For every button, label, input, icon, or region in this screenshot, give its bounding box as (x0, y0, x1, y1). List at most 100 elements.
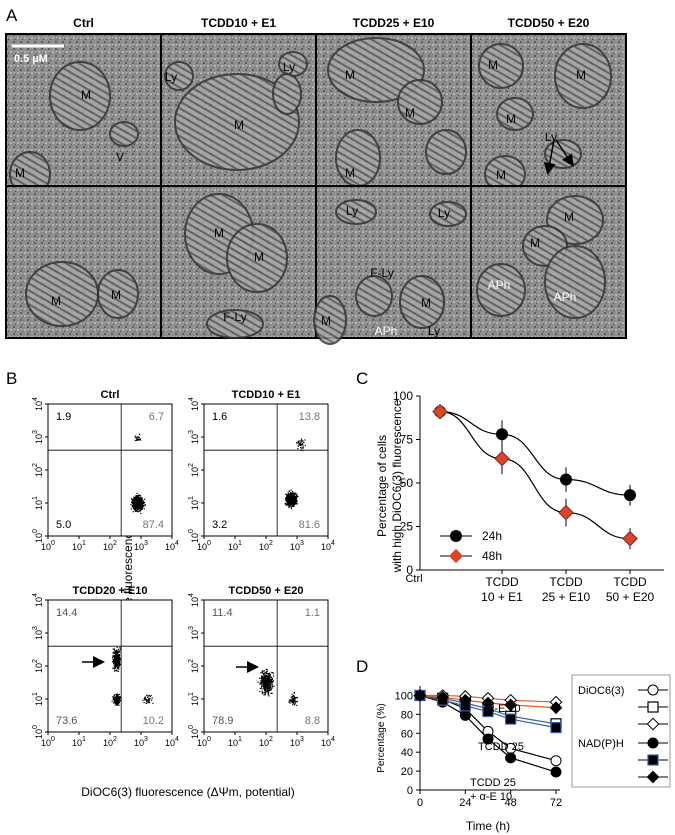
event-dot (116, 665, 118, 667)
tick-exponent: 1 (32, 692, 39, 696)
event-dot (133, 505, 135, 507)
event-dot (290, 500, 292, 502)
scale-bar: 0.5 µM (12, 44, 64, 65)
event-dot (115, 658, 117, 660)
tick-exponent: 0 (188, 529, 195, 533)
quadrant-percentage: 11.4 (212, 607, 233, 619)
event-dot (135, 437, 137, 439)
flow-x-axis-label: DiOC6(3) fluorescence (ΔΨm, potential) (81, 785, 294, 799)
event-dot (115, 666, 117, 668)
event-dot (286, 495, 288, 497)
organelle-label: F-Ly (223, 310, 247, 324)
event-dot (292, 697, 294, 699)
event-dot (139, 494, 141, 496)
event-dot (132, 506, 134, 508)
event-dot (262, 688, 264, 690)
event-dot (142, 699, 144, 701)
event-dot (149, 696, 151, 698)
event-dot (114, 699, 116, 701)
x-tick-label: 101 (72, 736, 86, 748)
x-tick-label: 103 (290, 540, 304, 552)
event-dot (140, 498, 142, 500)
event-dot (293, 492, 295, 494)
organelle-label: M (405, 106, 415, 120)
event-dot (289, 503, 291, 505)
legend: DiOC6(3) NAD(P)H (571, 674, 671, 788)
y-tick-label: 100 (188, 725, 200, 739)
event-dot (267, 689, 269, 691)
event-dot (139, 433, 141, 436)
data-point (550, 755, 562, 767)
y-tick-label: 102 (32, 659, 44, 673)
organelle-label: Ly (346, 204, 358, 218)
tick-exponent: 4 (175, 540, 179, 547)
event-dot (112, 696, 114, 698)
event-dot (265, 685, 267, 687)
event-dot (269, 686, 272, 688)
panel-letter-a: A (6, 6, 18, 25)
event-dot (263, 687, 265, 689)
event-dot (148, 700, 150, 702)
event-dot (113, 660, 115, 662)
column-header: TCDD50 + E20 (508, 16, 590, 30)
organelle-shape (335, 129, 381, 187)
event-dot (117, 657, 119, 659)
data-point (550, 766, 562, 778)
event-dot (135, 499, 137, 501)
event-dot (140, 508, 142, 510)
event-dot (296, 442, 298, 444)
event-dot (261, 686, 263, 688)
event-dot (114, 702, 116, 704)
event-dot (262, 681, 264, 683)
event-dot (113, 661, 115, 663)
event-dot (294, 493, 296, 495)
event-dot (117, 701, 119, 703)
tick-base: 10 (321, 738, 331, 748)
quadrant-percentage: 14.4 (56, 607, 77, 619)
event-dot (286, 498, 288, 500)
tick-exponent: 0 (207, 736, 211, 743)
organelle-shape (425, 129, 467, 175)
event-dot (260, 682, 262, 684)
event-dot (118, 651, 120, 653)
event-dot (267, 678, 269, 680)
event-dot (113, 665, 115, 667)
x-tick-label: 101 (228, 540, 242, 552)
event-dot (293, 504, 295, 506)
event-dot (264, 688, 266, 690)
data-point (481, 696, 495, 710)
column-header: TCDD10 + E1 (201, 16, 276, 30)
event-dot (287, 496, 289, 498)
event-dot (114, 662, 116, 664)
event-dot (300, 442, 302, 444)
tick-exponent: 4 (331, 736, 335, 743)
event-dot (116, 669, 118, 671)
em-micrograph: M M APh APh (470, 185, 627, 339)
event-dot (144, 504, 146, 506)
event-dot (293, 704, 296, 706)
y-tick-label: 0 (407, 785, 413, 797)
event-dot (142, 501, 144, 503)
event-dot (114, 704, 116, 706)
event-dot (267, 692, 269, 694)
event-dot (114, 658, 116, 660)
x-tick-label: 100 (197, 736, 211, 748)
event-dot (269, 689, 271, 691)
event-dot (267, 691, 269, 693)
organelle-label: M (421, 296, 431, 310)
event-dot (143, 702, 145, 704)
data-point (413, 689, 427, 702)
event-dot (143, 508, 145, 510)
event-dot (302, 440, 304, 442)
y-tick-label: 40 (401, 747, 413, 759)
event-dot (119, 700, 121, 702)
y-tick-label: 101 (32, 692, 44, 706)
event-dot (116, 664, 118, 666)
event-dot (133, 501, 135, 503)
event-dot (131, 505, 133, 507)
tick-exponent: 3 (144, 540, 148, 547)
event-dot (136, 499, 139, 501)
event-dot (113, 702, 115, 704)
